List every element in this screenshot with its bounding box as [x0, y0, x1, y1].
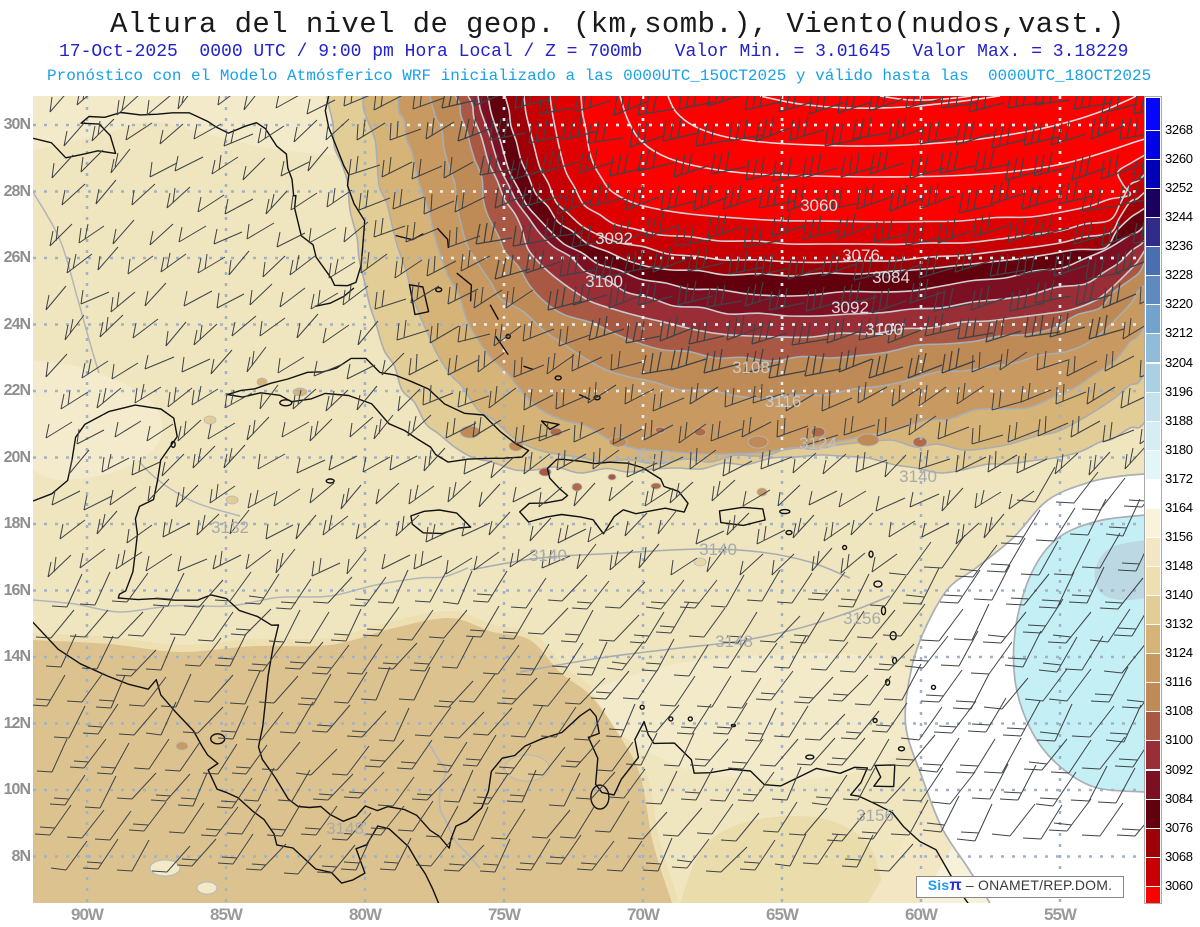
- svg-text:3156: 3156: [843, 609, 881, 628]
- svg-text:3100: 3100: [585, 272, 623, 291]
- svg-text:3124: 3124: [799, 434, 837, 453]
- svg-text:3100: 3100: [865, 320, 903, 339]
- svg-text:3140: 3140: [529, 546, 567, 565]
- svg-text:3132: 3132: [633, 447, 671, 466]
- svg-text:3092: 3092: [831, 298, 869, 317]
- svg-text:3156: 3156: [856, 806, 894, 825]
- svg-text:3132: 3132: [211, 518, 249, 537]
- svg-text:3140: 3140: [699, 540, 737, 559]
- svg-text:3116: 3116: [765, 392, 802, 411]
- svg-text:3076: 3076: [842, 246, 880, 265]
- svg-text:3060: 3060: [800, 196, 838, 215]
- svg-text:3140: 3140: [899, 467, 937, 486]
- svg-text:3148: 3148: [715, 632, 753, 651]
- svg-text:3108: 3108: [732, 358, 770, 377]
- svg-text:3092: 3092: [595, 229, 633, 248]
- svg-text:3084: 3084: [872, 268, 910, 287]
- svg-text:3148: 3148: [326, 819, 364, 838]
